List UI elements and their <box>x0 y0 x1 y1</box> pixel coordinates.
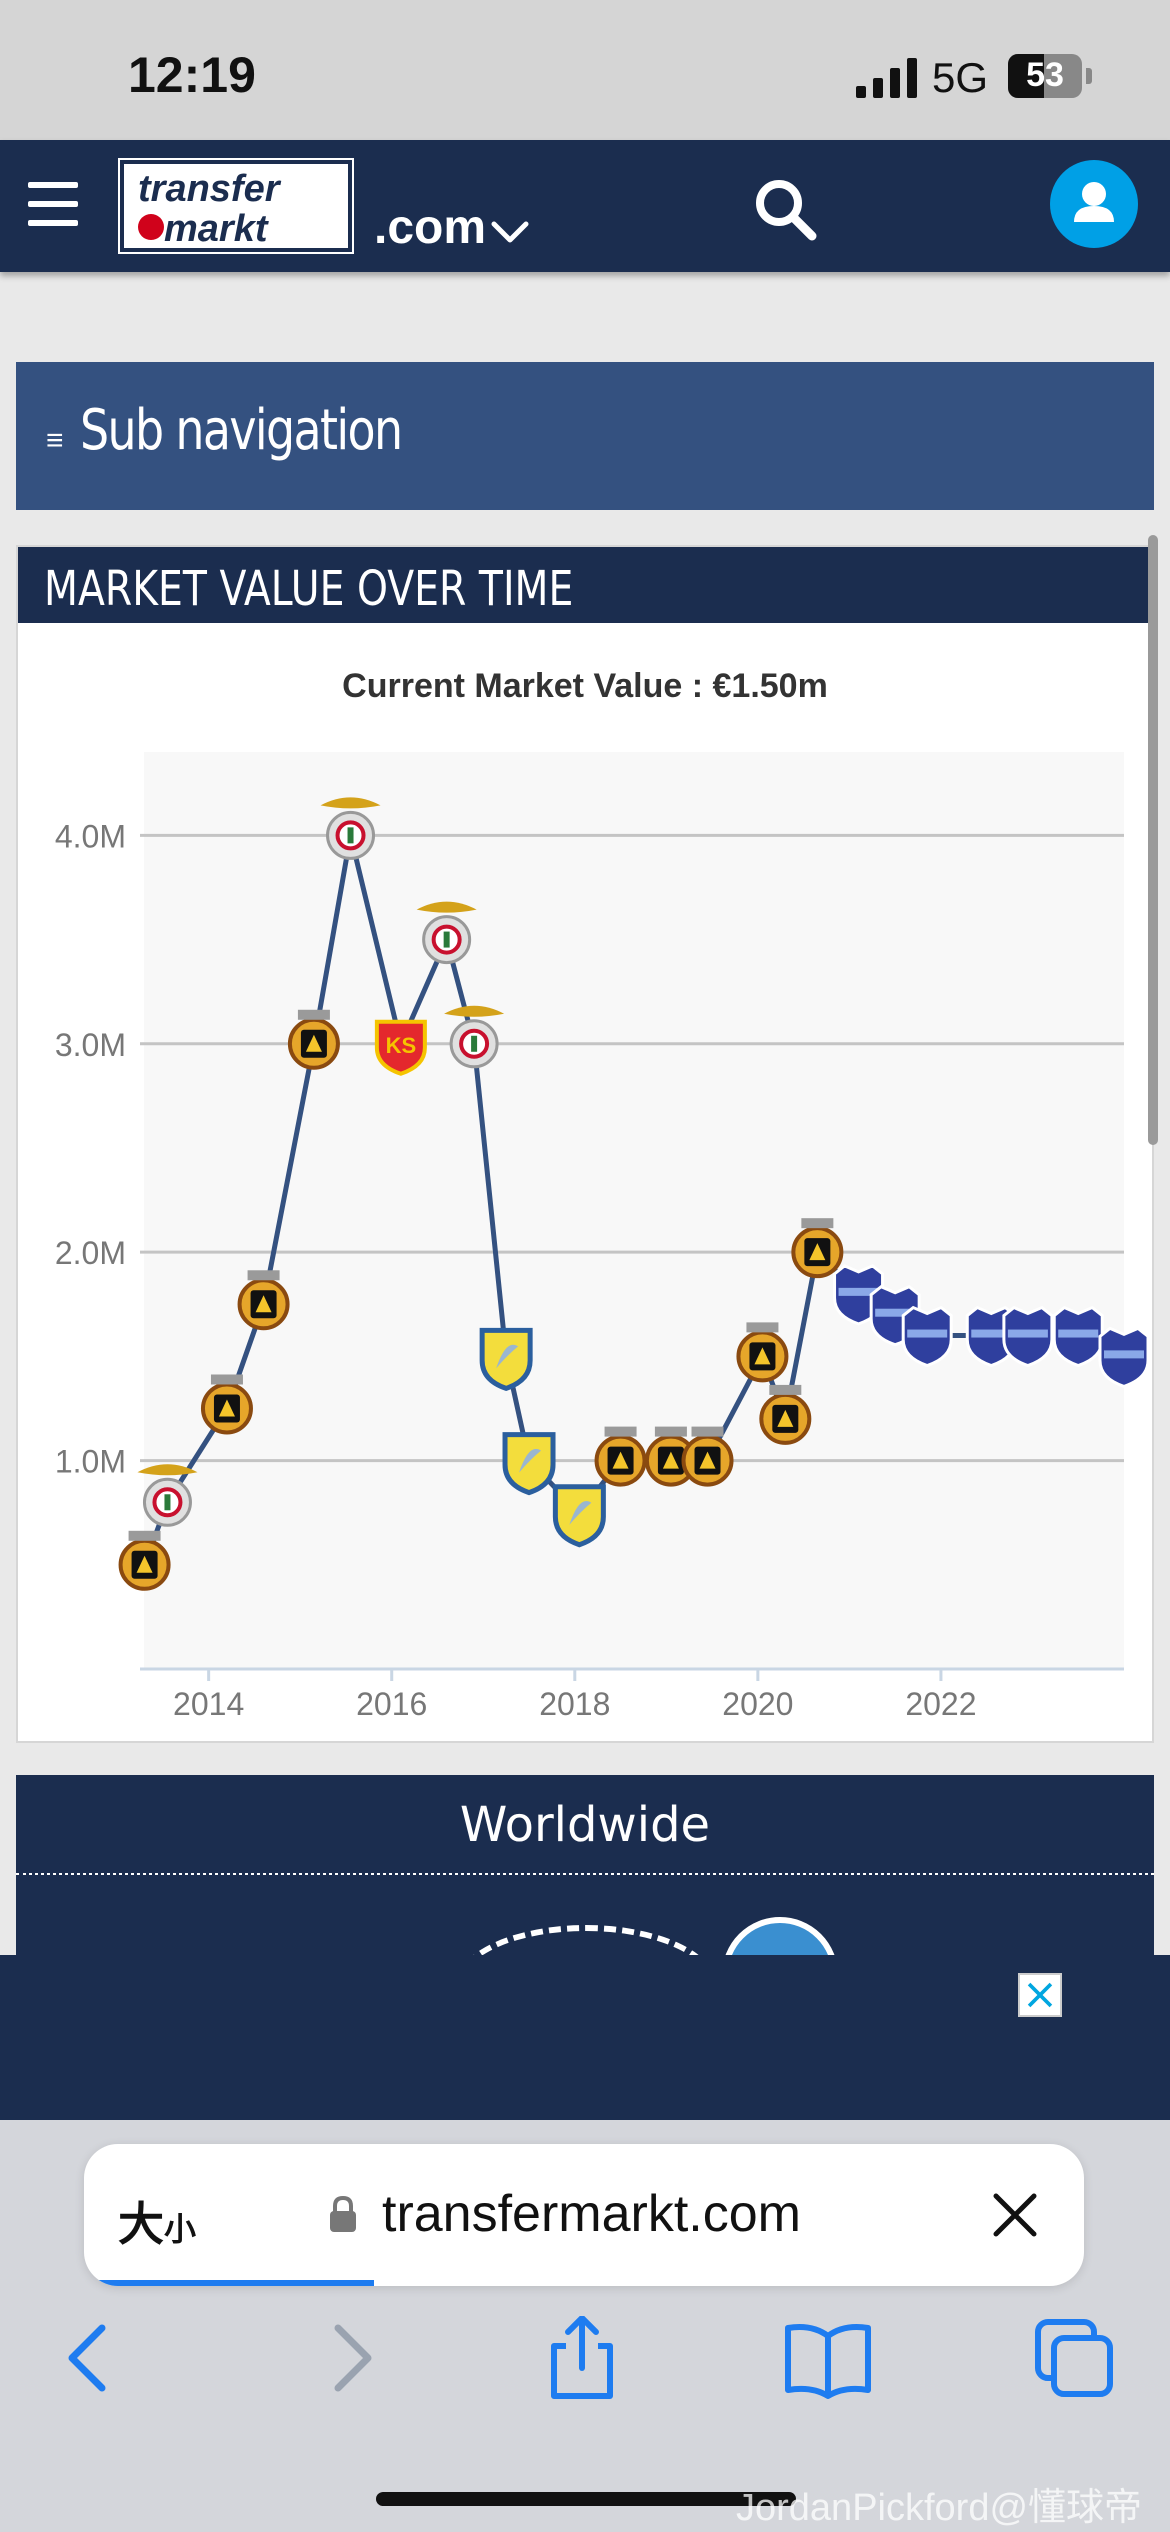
club-crest-galaxy[interactable] <box>1052 1305 1104 1368</box>
lock-icon <box>330 2195 356 2232</box>
hamburger-menu-icon[interactable] <box>28 182 78 226</box>
back-icon[interactable] <box>50 2316 150 2400</box>
user-account-button[interactable] <box>1050 160 1138 248</box>
text-size-large: 大 <box>118 2197 164 2251</box>
browser-toolbar: 大小 transfermarkt.com JordanPickford@懂球帝 <box>0 2120 1170 2532</box>
x-tick-label: 2020 <box>722 1686 793 1722</box>
y-tick-label: 2.0M <box>55 1235 126 1271</box>
market-value-chart[interactable]: 1.0M 2.0M 3.0M 4.0M 2014 2016 2018 2020 2022 KS <box>18 547 1152 1741</box>
user-icon <box>1074 182 1114 222</box>
status-time: 12:19 <box>128 47 256 103</box>
club-crest-rio-ave[interactable] <box>200 1374 253 1435</box>
logo-text-bottom: markt <box>164 208 268 250</box>
club-crest-benfica[interactable] <box>320 797 381 860</box>
x-tick-label: 2022 <box>905 1686 976 1722</box>
card-title: MARKET VALUE OVER TIME <box>44 561 574 617</box>
text-size-button[interactable]: 大小 <box>118 2188 196 2254</box>
site-header: transfer markt .com <box>0 140 1170 272</box>
close-ad-icon[interactable] <box>1018 1973 1062 2017</box>
search-icon[interactable] <box>752 176 818 242</box>
club-crest-galaxy[interactable] <box>901 1305 953 1368</box>
market-value-card: MARKET VALUE OVER TIME Current Market Va… <box>16 545 1154 1743</box>
svg-text:KS: KS <box>386 1033 417 1058</box>
forward-icon[interactable] <box>290 2316 390 2400</box>
club-crest-estoril[interactable] <box>479 1327 533 1392</box>
club-crest-rio-ave[interactable] <box>594 1426 647 1487</box>
club-crest-rio-ave[interactable] <box>681 1426 734 1487</box>
y-tick-label: 1.0M <box>55 1444 126 1480</box>
y-tick-label: 4.0M <box>55 818 126 854</box>
worldwide-label: Worldwide <box>459 1797 711 1853</box>
club-crest-kayserispor[interactable]: KS <box>374 1019 427 1076</box>
current-market-value: Current Market Value : €1.50m <box>342 667 828 705</box>
text-size-small: 小 <box>164 2210 197 2248</box>
menu-lines-icon: ≡ <box>46 424 64 457</box>
club-crest-rio-ave[interactable] <box>736 1322 789 1383</box>
address-bar[interactable]: 大小 transfermarkt.com <box>84 2144 1084 2286</box>
battery-icon: 53 <box>1008 54 1082 98</box>
home-indicator[interactable] <box>376 2492 796 2506</box>
domain-selector[interactable]: .com <box>374 201 487 254</box>
worldwide-section-header: Worldwide <box>16 1775 1154 1876</box>
signal-icon <box>856 58 917 98</box>
sub-navigation-toggle[interactable]: ≡ Sub navigation <box>16 362 1154 510</box>
y-tick-label: 3.0M <box>55 1027 126 1063</box>
bookmarks-icon[interactable] <box>778 2316 878 2400</box>
watermark: JordanPickford@懂球帝 <box>736 2487 1143 2529</box>
club-crest-benfica[interactable] <box>137 1464 198 1527</box>
x-tick-label: 2018 <box>539 1686 610 1722</box>
club-crest-galaxy[interactable] <box>1002 1305 1054 1368</box>
club-crest-rio-ave[interactable] <box>237 1270 290 1331</box>
dotted-divider <box>16 1873 1154 1876</box>
card-title-bar: MARKET VALUE OVER TIME <box>18 547 1152 623</box>
x-tick-label: 2014 <box>173 1686 244 1722</box>
url-text[interactable]: transfermarkt.com <box>382 2185 801 2243</box>
club-crest-rio-ave[interactable] <box>118 1530 171 1591</box>
ad-banner[interactable] <box>0 1955 1170 2120</box>
transfermarkt-logo[interactable]: transfer markt <box>118 158 354 254</box>
sub-navigation-label: Sub navigation <box>80 398 403 463</box>
worldwide-body <box>16 1875 1154 1955</box>
club-crest-estoril[interactable] <box>502 1432 556 1496</box>
tabs-icon[interactable] <box>1024 2316 1124 2400</box>
club-crest-rio-ave[interactable] <box>287 1009 340 1070</box>
club-crest-estoril[interactable] <box>552 1484 606 1548</box>
club-crest-benfica[interactable] <box>416 901 477 965</box>
chevron-down-icon[interactable] <box>490 218 530 248</box>
club-crest-galaxy[interactable] <box>1098 1326 1150 1388</box>
battery-level: 53 <box>1026 56 1064 94</box>
x-tick-label: 2016 <box>356 1686 427 1722</box>
globe-icon <box>722 1917 838 1955</box>
club-crest-benfica[interactable] <box>444 1005 505 1069</box>
scrollbar[interactable] <box>1148 535 1158 1145</box>
orbit-graphic <box>456 1925 716 1955</box>
plot-area <box>144 752 1124 1669</box>
club-crest-rio-ave[interactable] <box>791 1218 844 1279</box>
page-load-progress <box>84 2280 374 2286</box>
club-crest-rio-ave[interactable] <box>644 1426 697 1487</box>
logo-player-icon <box>138 214 164 240</box>
logo-text-top: transfer <box>138 168 280 210</box>
close-icon[interactable] <box>990 2190 1040 2240</box>
network-type: 5G <box>932 54 989 101</box>
club-crest-rio-ave[interactable] <box>759 1384 812 1445</box>
status-bar: 12:19 5G 53 <box>0 0 1170 140</box>
share-icon[interactable] <box>532 2316 632 2400</box>
